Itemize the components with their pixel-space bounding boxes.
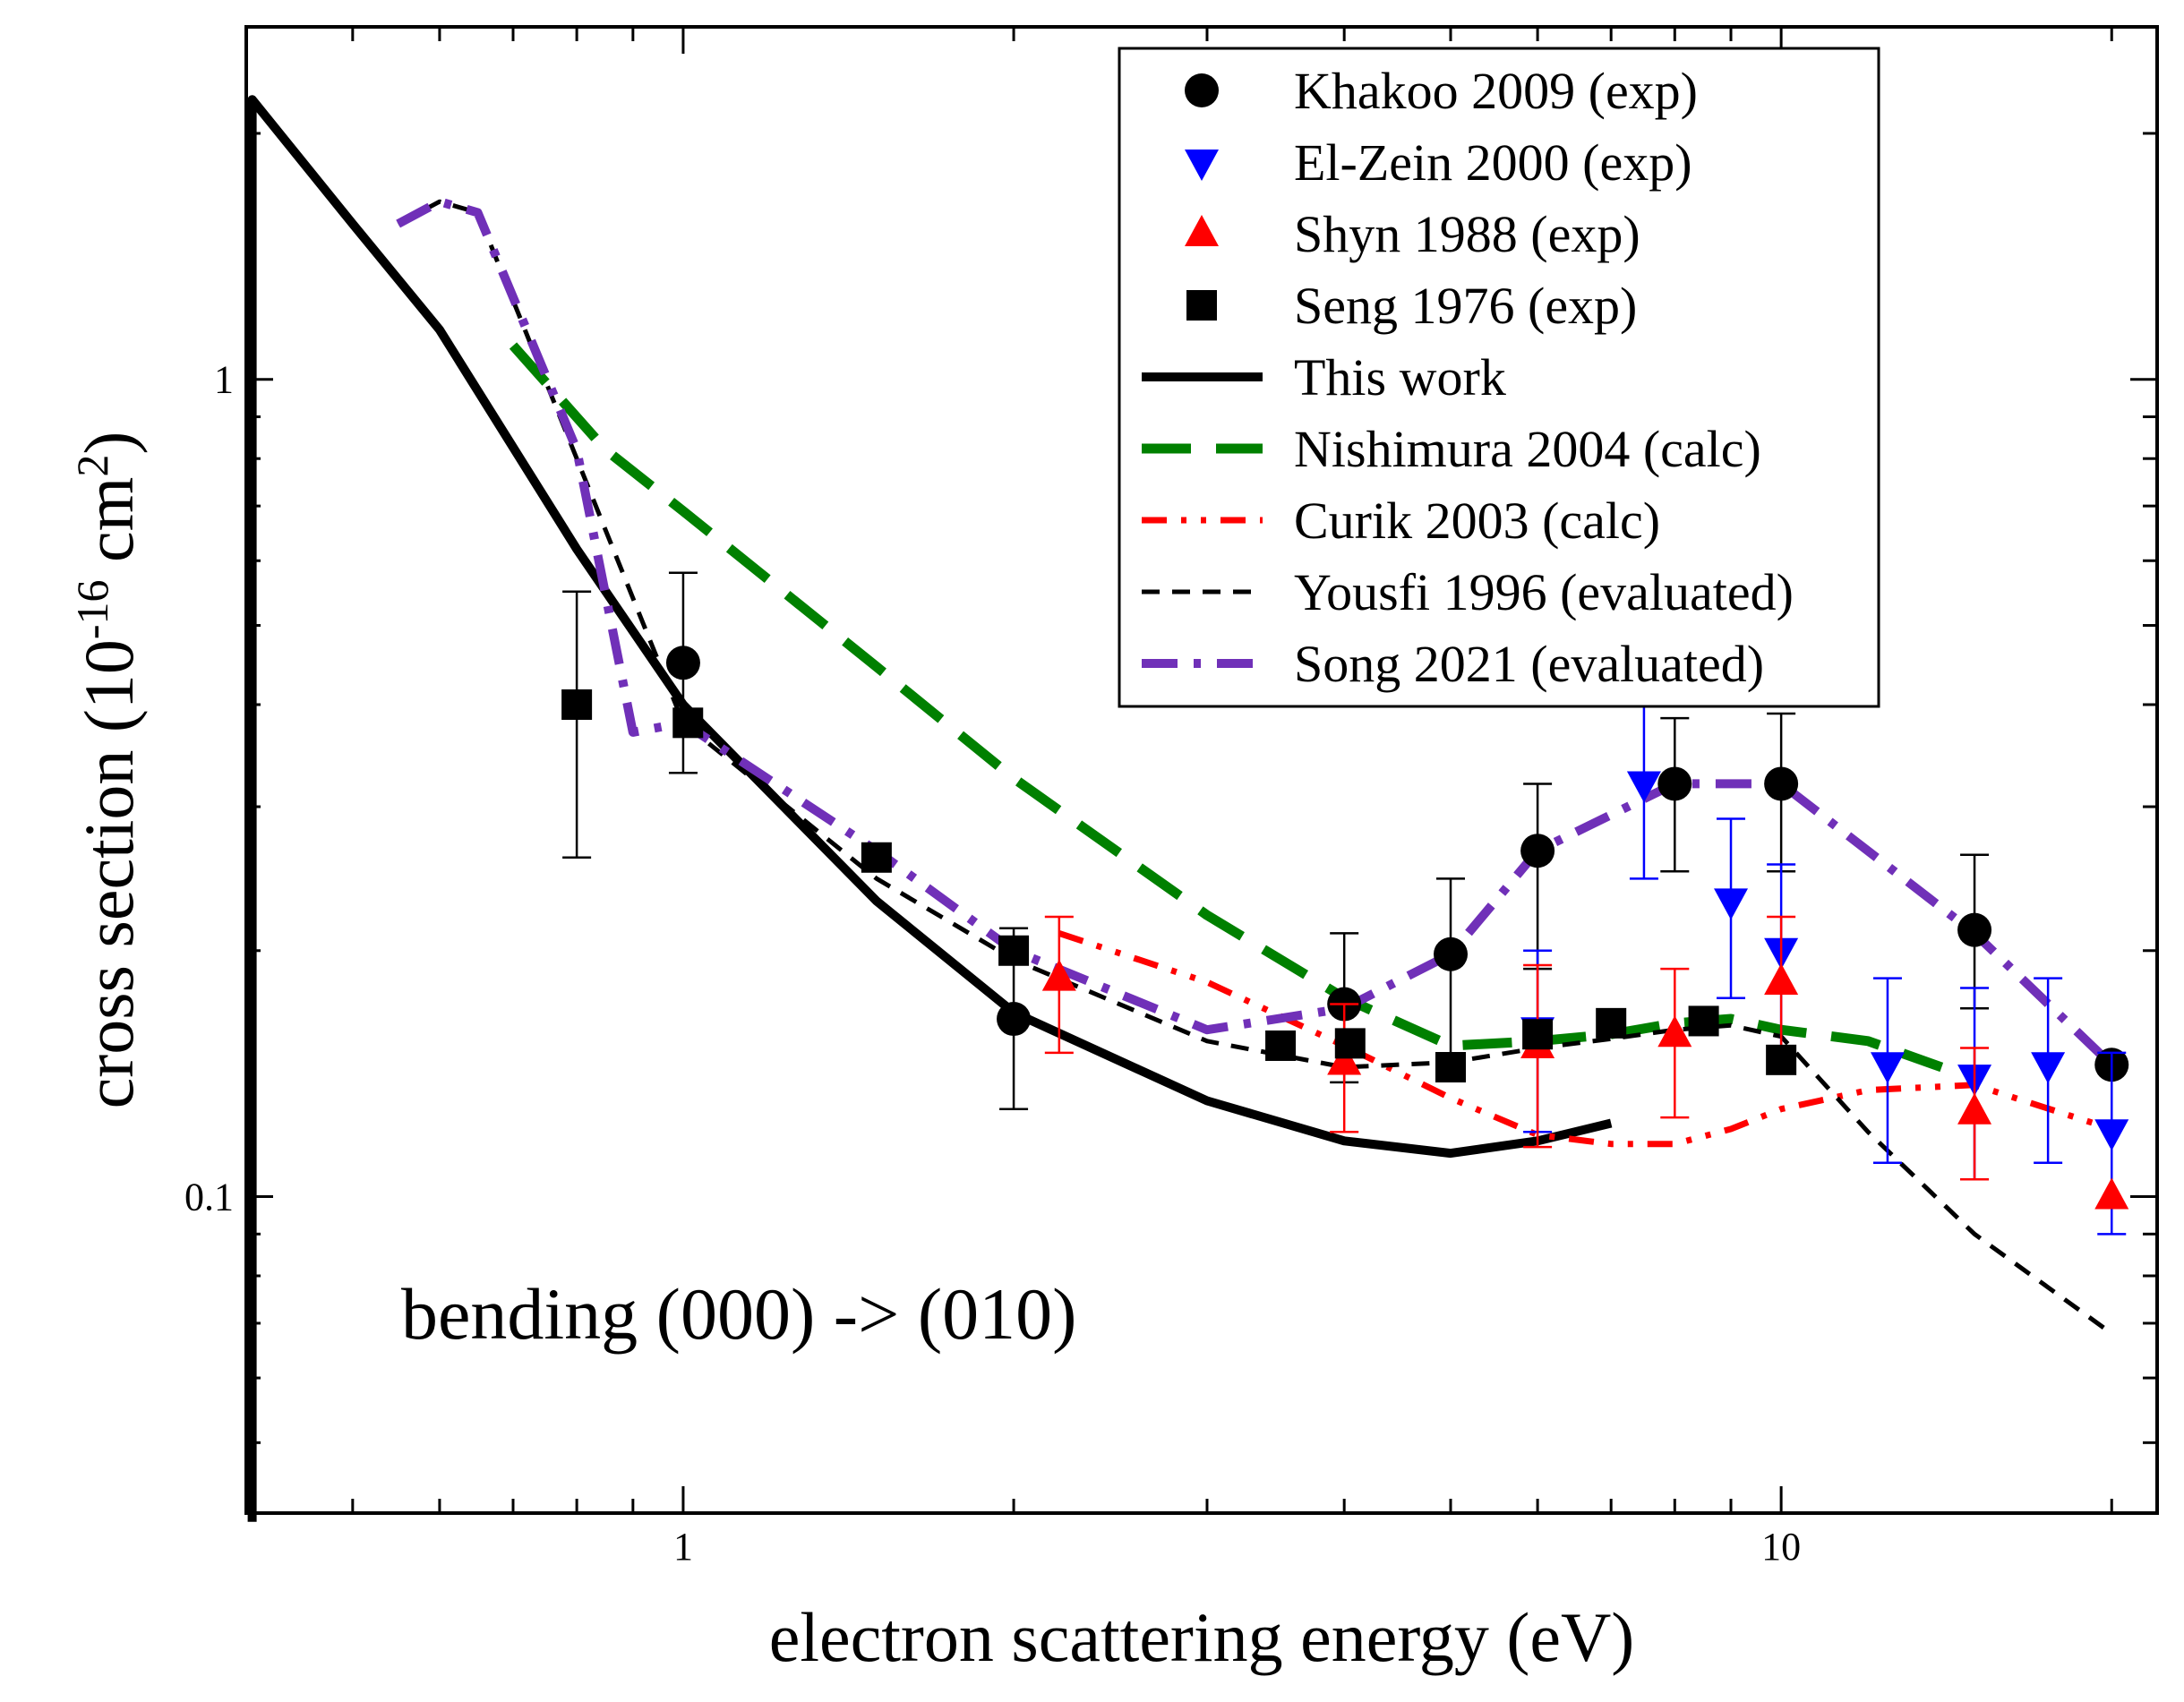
point-el-zein-2000-exp (1870, 1052, 1905, 1084)
legend-samples (1142, 73, 1263, 668)
x-tick-label: 1 (673, 1525, 693, 1569)
legend-sample-el-zein-2000-exp (1185, 150, 1219, 181)
point-shyn-1988-exp (1041, 959, 1076, 991)
point-seng-1976-exp (1688, 1005, 1719, 1037)
y-axis-title-exp2: 2 (67, 455, 117, 477)
point-shyn-1988-exp (2094, 1177, 2129, 1210)
point-khakoo-2009-exp (1434, 937, 1469, 971)
legend-sample-shyn-1988-exp (1185, 215, 1219, 246)
legend-sample-seng-1976-exp (1186, 290, 1217, 321)
legend-label-song: Song 2021 (evaluated) (1294, 635, 1764, 693)
point-seng-1976-exp (1435, 1051, 1467, 1082)
line-this-work (247, 95, 1613, 1522)
plot-frame (244, 25, 2159, 1515)
legend-label-curik: Curik 2003 (calc) (1294, 492, 1660, 550)
point-el-zein-2000-exp (1714, 888, 1749, 920)
series-lines (247, 95, 2115, 1522)
point-shyn-1988-exp (1657, 1015, 1692, 1048)
point-el-zein-2000-exp (2031, 1052, 2066, 1084)
y-axis-title-exp1: -16 (67, 579, 117, 639)
legend-label-shyn: Shyn 1988 (exp) (1294, 205, 1640, 263)
legend-label-nishimura: Nishimura 2004 (calc) (1294, 420, 1761, 478)
point-seng-1976-exp (998, 935, 1030, 966)
y-axis-title-main: cross section (10 (70, 639, 148, 1108)
point-el-zein-2000-exp (1626, 771, 1661, 803)
legend-label-el-zein: El-Zein 2000 (exp) (1294, 133, 1692, 192)
y-axis-title: cross section (10-16 cm2) (67, 432, 148, 1109)
line-curik-2003-calc (1058, 930, 2113, 1148)
point-khakoo-2009-exp (1957, 912, 1992, 947)
line-nishimura-2004-calc (509, 342, 1944, 1073)
series-markers (561, 571, 2129, 1236)
point-khakoo-2009-exp (1764, 766, 1799, 801)
legend-label-this-work: This work (1294, 348, 1506, 406)
point-seng-1976-exp (1522, 1019, 1554, 1050)
point-shyn-1988-exp (1327, 1043, 1362, 1075)
point-seng-1976-exp (561, 688, 593, 720)
point-khakoo-2009-exp (665, 646, 700, 680)
point-seng-1976-exp (1334, 1028, 1366, 1059)
y-axis-title-close: ) (70, 432, 148, 455)
y-tick-label: 1 (214, 358, 234, 402)
x-tick-label: 10 (1761, 1525, 1801, 1569)
point-seng-1976-exp (1766, 1044, 1797, 1075)
y-axis-title-unit: cm (70, 477, 148, 580)
point-khakoo-2009-exp (1520, 834, 1555, 868)
point-khakoo-2009-exp (997, 1002, 1032, 1037)
legend-label-khakoo: Khakoo 2009 (exp) (1294, 62, 1698, 120)
legend-label-seng: Seng 1976 (exp) (1294, 277, 1637, 335)
x-axis-title: electron scattering energy (eV) (769, 1598, 1635, 1676)
y-tick-label: 0.1 (184, 1176, 234, 1219)
axis-ticks: 1 10 0.1 1 (184, 27, 2157, 1569)
line-song-2021-evaluated (396, 197, 2115, 1068)
point-khakoo-2009-exp (1657, 766, 1692, 801)
legend: Khakoo 2009 (exp) El-Zein 2000 (exp) Shy… (1118, 47, 1880, 708)
point-seng-1976-exp (672, 707, 704, 739)
point-shyn-1988-exp (1764, 962, 1799, 995)
point-seng-1976-exp (861, 842, 892, 873)
legend-label-yousfi: Yousfi 1996 (evaluated) (1294, 563, 1794, 621)
point-seng-1976-exp (1596, 1007, 1627, 1039)
point-el-zein-2000-exp (2094, 1119, 2129, 1151)
annotation-label: bending (000) -> (010) (401, 1273, 1076, 1355)
point-shyn-1988-exp (1957, 1092, 1992, 1125)
legend-sample-khakoo-2009-exp (1185, 73, 1219, 107)
point-seng-1976-exp (1265, 1030, 1297, 1061)
